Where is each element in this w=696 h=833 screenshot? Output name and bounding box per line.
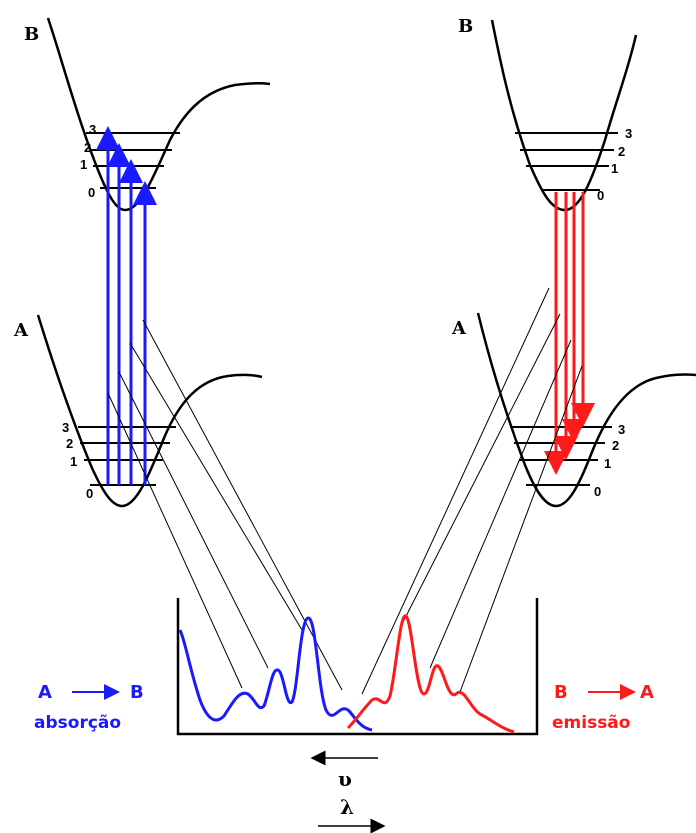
emission-from-state: B bbox=[554, 682, 568, 703]
emission-caption: emissão bbox=[552, 713, 630, 733]
right-lower-level-2: 2 bbox=[612, 438, 619, 453]
right-upper-level-1: 1 bbox=[611, 161, 618, 176]
absorption-arrows bbox=[96, 126, 157, 485]
absorption-from-state: A bbox=[38, 682, 52, 703]
spectrum-frame bbox=[176, 598, 539, 736]
right-lower-levels bbox=[510, 426, 612, 486]
left-upper-level-0: 0 bbox=[88, 185, 95, 200]
right-upper-state-label: B bbox=[458, 16, 473, 37]
left-upper-state-label: B bbox=[24, 24, 39, 45]
right-lower-level-0: 0 bbox=[594, 484, 601, 499]
left-upper-level-2: 2 bbox=[84, 140, 91, 155]
left-lower-state-label: A bbox=[13, 320, 29, 341]
right-upper-level-0: 0 bbox=[597, 188, 604, 203]
right-lower-level-1: 1 bbox=[604, 456, 611, 471]
absorption-spectrum bbox=[178, 616, 373, 732]
left-lower-level-0: 0 bbox=[86, 486, 93, 501]
left-lower-level-3: 3 bbox=[62, 420, 69, 435]
absorption-caption: absorção bbox=[34, 713, 121, 733]
right-upper-level-3: 3 bbox=[625, 126, 632, 141]
emission-arrows bbox=[544, 192, 595, 475]
right-upper-levels bbox=[515, 132, 618, 191]
emission-to-state: A bbox=[640, 682, 654, 703]
nu-symbol: υ bbox=[338, 767, 352, 791]
left-upper-potential-curve bbox=[46, 17, 271, 212]
right-lower-state-label: A bbox=[451, 318, 467, 339]
emission-connector-lines bbox=[361, 287, 583, 695]
left-upper-level-1: 1 bbox=[80, 157, 87, 172]
absorption-to-state: B bbox=[130, 682, 144, 703]
absorption-connector-lines bbox=[107, 319, 343, 691]
right-lower-level-3: 3 bbox=[618, 422, 625, 437]
lambda-symbol: λ bbox=[340, 795, 354, 819]
right-lower-potential-curve bbox=[476, 312, 696, 508]
right-upper-potential-curve bbox=[490, 19, 638, 212]
left-lower-level-2: 2 bbox=[66, 436, 73, 451]
emission-spectrum bbox=[346, 614, 515, 734]
left-lower-level-1: 1 bbox=[70, 454, 77, 469]
left-upper-level-3: 3 bbox=[89, 122, 96, 137]
right-upper-level-2: 2 bbox=[618, 144, 625, 159]
left-lower-potential-curve bbox=[36, 314, 263, 508]
left-upper-levels bbox=[86, 132, 180, 189]
